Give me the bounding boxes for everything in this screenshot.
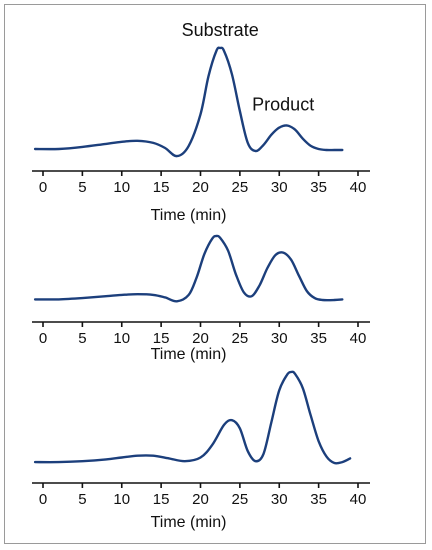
peak-label-substrate: Substrate <box>182 20 259 40</box>
x-tick-label: 0 <box>39 330 47 347</box>
x-tick-label: 10 <box>113 179 130 196</box>
x-tick-label: 25 <box>232 179 249 196</box>
x-tick-label: 5 <box>78 179 86 196</box>
x-axis-title: Time (min) <box>151 207 227 224</box>
x-tick-label: 5 <box>78 491 86 508</box>
x-tick-label: 30 <box>271 491 288 508</box>
x-tick-label: 0 <box>39 179 47 196</box>
x-tick-label: 20 <box>192 330 209 347</box>
x-tick-label: 35 <box>310 179 327 196</box>
x-tick-label: 15 <box>153 330 170 347</box>
x-tick-label: 40 <box>350 491 367 508</box>
x-tick-label: 25 <box>232 330 249 347</box>
x-tick-label: 15 <box>153 179 170 196</box>
x-tick-label: 40 <box>350 330 367 347</box>
x-tick-label: 20 <box>192 179 209 196</box>
x-tick-label: 5 <box>78 330 86 347</box>
x-tick-label: 35 <box>310 491 327 508</box>
x-axis-title: Time (min) <box>151 514 227 531</box>
chromatogram-trace <box>33 370 352 465</box>
x-tick-label: 25 <box>232 491 249 508</box>
chromatogram-trace <box>33 234 344 303</box>
x-tick-label: 30 <box>271 179 288 196</box>
figure-frame <box>4 4 426 544</box>
x-tick-label: 35 <box>310 330 327 347</box>
chromatogram-panel-2: 0 5 10 15 20 25 30 35 40 Time (min) <box>32 234 370 363</box>
x-tick-label: 20 <box>192 491 209 508</box>
chromatogram-panel-3: 0 5 10 15 20 25 30 35 40 Time (min) <box>32 370 370 531</box>
x-axis-title: Time (min) <box>151 346 227 363</box>
peak-label-product: Product <box>252 95 314 115</box>
x-tick-label: 10 <box>113 491 130 508</box>
chromatogram-panel-1: 0 5 10 15 20 25 30 35 40 Time (min) Substrate Produ… <box>32 20 370 224</box>
x-tick-label: 30 <box>271 330 288 347</box>
chromatogram-trace <box>33 46 344 158</box>
x-tick-label: 0 <box>39 491 47 508</box>
x-tick-label: 15 <box>153 491 170 508</box>
x-tick-label: 40 <box>350 179 367 196</box>
x-tick-label: 10 <box>113 330 130 347</box>
